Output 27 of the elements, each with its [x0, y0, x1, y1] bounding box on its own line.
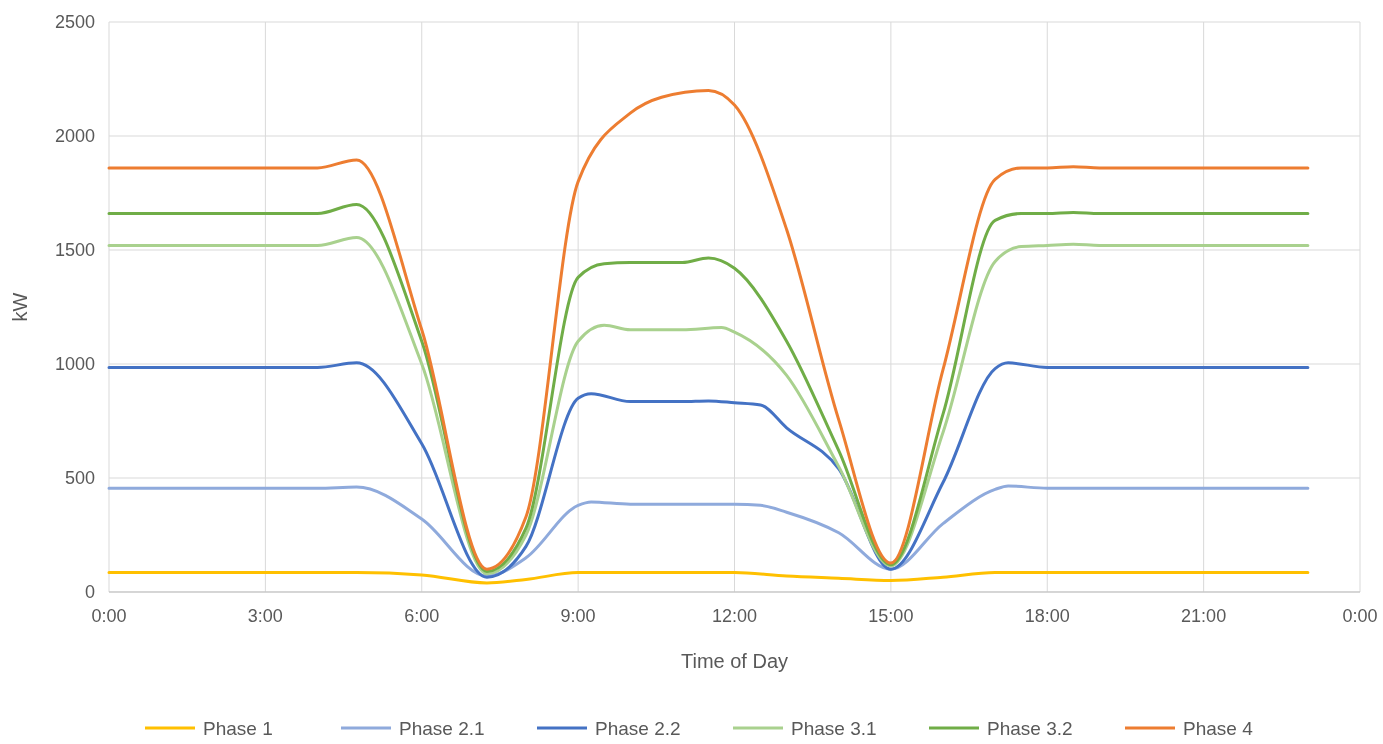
legend-label: Phase 1	[203, 718, 273, 739]
x-axis-title: Time of Day	[680, 650, 789, 672]
x-tick-label: 3:00	[247, 606, 283, 626]
line-series	[107, 571, 1310, 585]
legend-label: Phase 4	[1183, 718, 1254, 739]
y-tick-label: 0	[84, 582, 95, 602]
legend-label: Phase 3.2	[987, 718, 1073, 739]
y-tick-label: 500	[64, 468, 95, 488]
y-tick-label: 2500	[54, 12, 95, 32]
y-tick-label: 2000	[54, 126, 95, 146]
legend-label: Phase 3.1	[791, 718, 877, 739]
x-tick-label: 0:00	[91, 606, 127, 626]
line-series	[107, 484, 1310, 578]
x-tick-label: 18:00	[1024, 606, 1070, 626]
y-tick-label: 1000	[54, 354, 95, 374]
line-series	[107, 88, 1310, 571]
x-tick-label: 9:00	[560, 606, 596, 626]
y-axis-title: kW	[9, 292, 31, 322]
x-tick-label: 12:00	[711, 606, 758, 626]
x-tick-label: 21:00	[1181, 606, 1227, 626]
line-series	[107, 361, 1310, 579]
legend-label: Phase 2.2	[595, 718, 681, 739]
y-tick-label: 1500	[54, 240, 95, 260]
x-tick-label: 6:00	[404, 606, 440, 626]
legend-label: Phase 2.1	[399, 718, 485, 739]
x-tick-label: 0:00	[1342, 606, 1378, 626]
x-tick-label: 15:00	[868, 606, 914, 626]
